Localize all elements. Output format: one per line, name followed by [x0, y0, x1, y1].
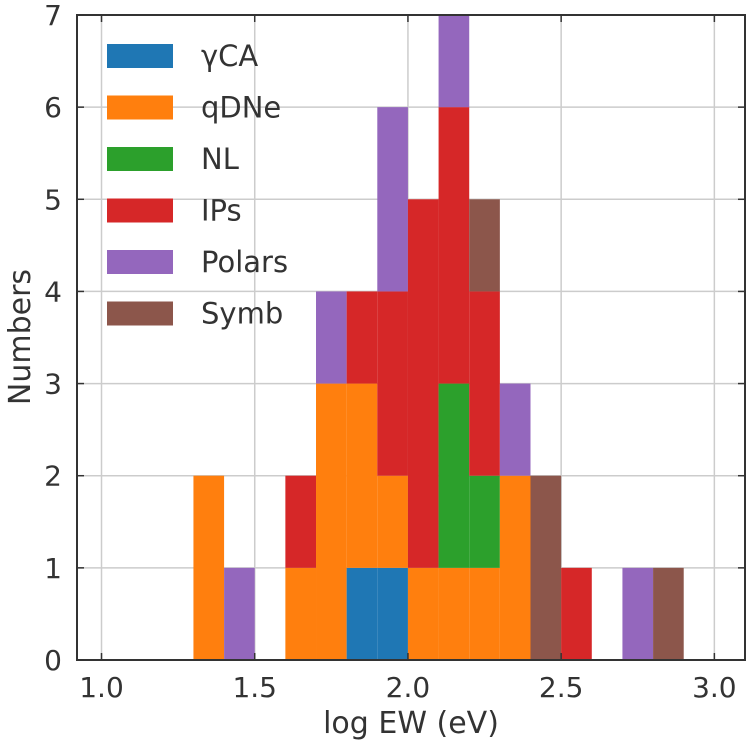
bar-segment	[346, 383, 378, 568]
y-tick-label: 6	[44, 91, 62, 124]
legend-swatch	[107, 301, 173, 326]
bar-segment	[377, 475, 408, 568]
y-tick-label: 7	[44, 0, 62, 32]
legend-swatch	[107, 44, 173, 68]
legend-label: γCA	[201, 39, 258, 73]
x-tick-label: 2.0	[386, 671, 431, 704]
legend: γCA qDNe NL IPs Polars Symb	[107, 39, 288, 331]
y-axis-title: Numbers	[3, 269, 38, 405]
bar-segment	[407, 199, 439, 568]
bar-segment	[346, 567, 378, 660]
y-tick-label: 5	[44, 183, 62, 216]
bar-segment	[285, 475, 317, 568]
bar-segment	[377, 291, 408, 476]
legend-swatch	[107, 147, 173, 171]
y-tick-label: 3	[44, 368, 62, 401]
bar-segment	[316, 291, 347, 384]
bar-segment	[499, 383, 531, 476]
legend-item: Symb	[107, 297, 283, 331]
plot-frame	[76, 14, 746, 661]
bar-segment	[346, 291, 378, 384]
bar-segment	[438, 383, 470, 568]
bar-segment	[469, 291, 500, 476]
legend-item: γCA	[107, 39, 258, 73]
legend-label: Symb	[201, 297, 283, 331]
bar-segment	[499, 475, 531, 660]
bars	[193, 15, 684, 660]
legend-item: IPs	[107, 194, 242, 228]
x-tick-label: 2.5	[539, 671, 584, 704]
bar-segment	[285, 567, 317, 660]
x-axis-title: log EW (eV)	[323, 706, 499, 741]
bar-segment	[622, 567, 654, 660]
x-tick-label: 3.0	[692, 671, 737, 704]
legend-item: NL	[107, 142, 239, 176]
bar-segment	[438, 567, 470, 660]
legend-label: NL	[201, 142, 239, 176]
legend-label: Polars	[201, 245, 288, 279]
legend-item: qDNe	[107, 91, 281, 125]
bar-segment	[377, 567, 408, 660]
legend-swatch	[107, 95, 173, 120]
legend-item: Polars	[107, 245, 288, 279]
bar-segment	[377, 107, 408, 292]
bar-segment	[407, 567, 439, 660]
bar-segment	[193, 475, 225, 660]
bar-segment	[438, 15, 470, 108]
y-tick-label: 0	[44, 644, 62, 677]
y-axis: 0 1 2 3 4 5 6 7	[44, 0, 745, 677]
bar-segment	[316, 383, 347, 660]
x-tick-label: 1.5	[232, 671, 277, 704]
legend-swatch	[107, 198, 173, 223]
bar-segment	[561, 567, 592, 660]
bar-segment	[469, 199, 500, 292]
x-tick-label: 1.0	[79, 671, 124, 704]
bar-segment	[224, 567, 255, 660]
bar-segment	[469, 567, 500, 660]
bar-segment	[530, 475, 562, 660]
bar-segment	[469, 475, 500, 568]
y-tick-label: 4	[44, 275, 62, 308]
legend-label: IPs	[201, 194, 242, 228]
legend-swatch	[107, 250, 173, 274]
x-axis: 1.0 1.5 2.0 2.5 3.0	[79, 15, 737, 704]
legend-label: qDNe	[201, 91, 281, 125]
bar-segment	[438, 107, 470, 384]
bar-segment	[653, 567, 684, 660]
y-tick-label: 1	[44, 552, 62, 585]
y-tick-label: 2	[44, 460, 62, 493]
